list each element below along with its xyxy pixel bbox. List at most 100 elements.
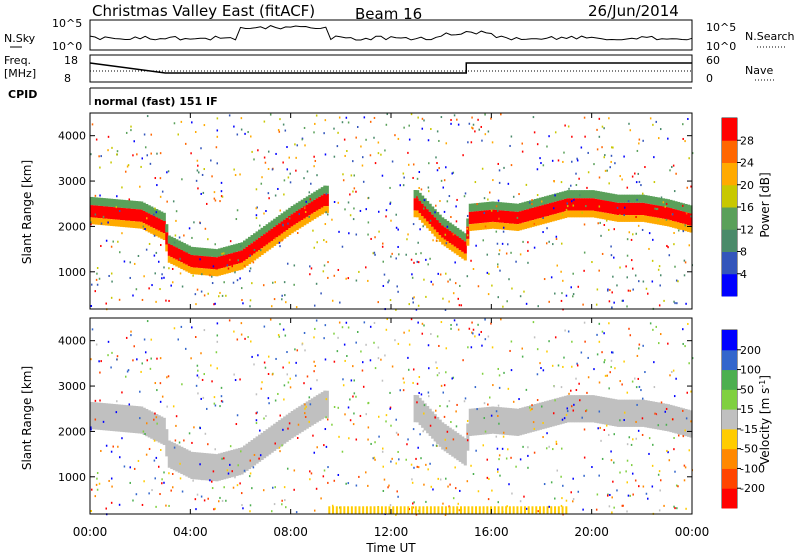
power-scatter-echo [586, 186, 588, 189]
power-band-edge [320, 187, 324, 196]
power-scatter-echo [471, 126, 473, 129]
power-band-edge [418, 192, 422, 202]
velocity-band [616, 399, 620, 427]
power-scatter-echo [430, 280, 433, 283]
power-scatter-echo [585, 204, 588, 207]
velocity-scatter-echo [279, 323, 281, 326]
velocity-scatter-echo [609, 371, 611, 374]
power-scatter-echo [263, 156, 266, 159]
power-band-edge [564, 190, 568, 199]
power-scatter-echo [148, 287, 150, 290]
power-band-edge [476, 202, 480, 212]
power-scatter-echo [471, 116, 473, 119]
power-scatter-echo [341, 245, 344, 248]
power-band-core [461, 239, 465, 252]
power-scatter-echo [572, 204, 575, 207]
power-scatter-echo [582, 303, 584, 306]
velocity-band [421, 400, 425, 428]
power-scatter-echo [598, 205, 601, 208]
power-band-edge [120, 220, 124, 227]
velocity-scatter-echo [448, 400, 451, 403]
velocity-scatter-echo [153, 459, 156, 462]
power-band-core [681, 211, 686, 224]
power-scatter-echo [447, 280, 449, 283]
velocity-scatter-echo [226, 469, 229, 472]
power-scatter-echo [548, 135, 550, 138]
velocity-scatter-echo [130, 330, 132, 333]
power-band-edge [215, 269, 219, 277]
power-scatter-echo [252, 261, 255, 264]
velocity-scatter-echo [565, 499, 568, 502]
power-scatter-echo [380, 153, 382, 156]
power-band-edge [140, 201, 144, 210]
velocity-scatter-echo [385, 414, 388, 417]
power-scatter-echo [274, 281, 276, 284]
power-scatter-echo [442, 297, 444, 300]
power-scatter-echo [168, 299, 170, 302]
power-scatter-echo [542, 231, 544, 234]
velocity-near-range-echo [411, 506, 414, 515]
velocity-scatter-echo [313, 451, 316, 454]
velocity-scatter-echo [659, 333, 662, 336]
velocity-band [278, 420, 282, 448]
power-band-core [310, 201, 314, 214]
power-scatter-echo [211, 175, 213, 178]
velocity-scatter-echo [415, 513, 418, 516]
velocity-scatter-echo [196, 364, 199, 367]
velocity-scatter-echo [301, 406, 303, 409]
power-band-edge [227, 266, 232, 273]
power-scatter-echo [652, 238, 654, 241]
power-scatter-echo [612, 275, 614, 278]
velocity-scatter-echo [281, 499, 283, 502]
velocity-scatter-echo [456, 403, 458, 406]
velocity-scatter-echo [571, 365, 573, 368]
colorbar-segment [722, 140, 737, 163]
velocity-band [458, 434, 462, 462]
colorbar-tick-label: 50 [740, 383, 754, 396]
velocity-scatter-echo [600, 439, 602, 442]
velocity-scatter-echo [201, 378, 204, 381]
power-scatter-echo [415, 252, 417, 255]
power-band-edge [576, 190, 580, 199]
velocity-band [90, 401, 94, 430]
power-scatter-echo [308, 215, 310, 218]
power-scatter-echo [233, 125, 235, 128]
velocity-scatter-echo [630, 443, 633, 446]
power-scatter-echo [459, 284, 461, 287]
power-band-edge [325, 185, 329, 194]
power-band-edge [556, 192, 560, 202]
power-band-edge [581, 190, 585, 199]
velocity-scatter-echo [296, 436, 299, 439]
power-scatter-echo [649, 117, 652, 120]
power-band-core [491, 209, 495, 222]
power-scatter-echo [183, 234, 185, 237]
velocity-band [320, 392, 324, 420]
power-scatter-echo [651, 280, 654, 283]
power-band-core [263, 234, 267, 247]
velocity-scatter-echo [324, 358, 327, 361]
power-scatter-echo [600, 234, 602, 237]
power-scatter-echo [236, 279, 239, 282]
power-band-edge [681, 223, 686, 231]
power-band-core [521, 210, 525, 223]
velocity-scatter-echo [628, 327, 630, 330]
freq-tick-high: 18 [64, 54, 78, 67]
power-band-edge [431, 206, 435, 215]
power-band-edge [486, 222, 490, 230]
power-band-edge [554, 193, 558, 202]
power-scatter-echo [144, 146, 147, 149]
velocity-scatter-echo [267, 372, 270, 375]
velocity-scatter-echo [440, 384, 443, 387]
velocity-scatter-echo [490, 322, 492, 325]
velocity-scatter-echo [118, 503, 121, 506]
colorbar-tick-label: 100 [740, 364, 761, 377]
velocity-scatter-echo [417, 466, 420, 469]
power-scatter-echo [337, 131, 339, 134]
velocity-scatter-echo [174, 439, 177, 442]
power-band-core [609, 201, 613, 214]
power-band-core [634, 202, 638, 216]
power-band-core [556, 201, 560, 214]
velocity-scatter-echo [274, 486, 276, 489]
velocity-scatter-echo [117, 445, 119, 448]
power-scatter-echo [654, 207, 656, 210]
